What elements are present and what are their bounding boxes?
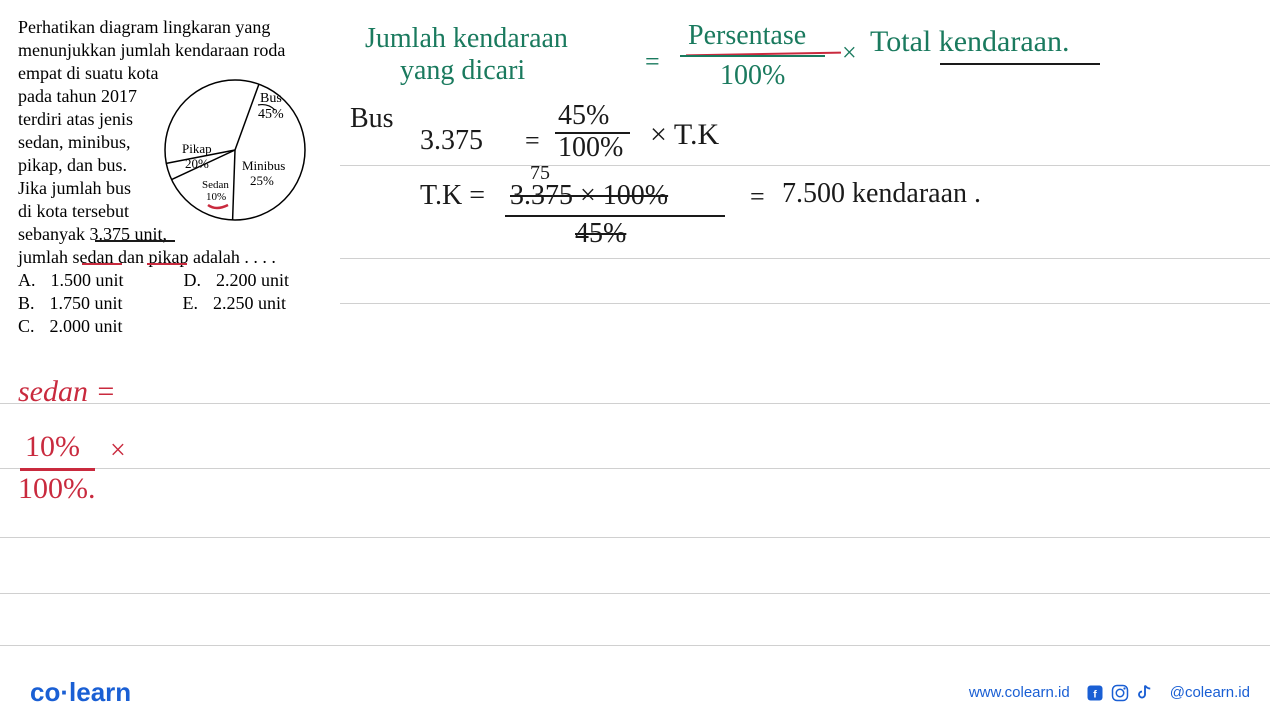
problem-line: terdiri atas jenis [18, 107, 133, 132]
hw-eq1-num: 45% [558, 100, 609, 132]
pie-pct-sedan: 10% [206, 191, 226, 203]
fraction-bar [20, 468, 95, 471]
red-underline [82, 263, 122, 265]
problem-line: pikap, dan bus. [18, 153, 127, 178]
instagram-icon[interactable] [1110, 683, 1130, 703]
hw-formula-left-bottom: yang dicari [400, 55, 525, 87]
ruled-line [340, 258, 1270, 259]
pie-chart: Bus 45% Minibus 25% Sedan 10% Pikap 20% [160, 75, 315, 230]
problem-line: pada tahun 2017 [18, 84, 137, 109]
hw-tk-label: T.K = [420, 180, 485, 212]
pie-label-bus: Bus [260, 91, 282, 106]
hw-formula-right-top: Persentase [688, 20, 806, 52]
pie-label-pikap: Pikap [182, 141, 212, 156]
red-underline [147, 263, 187, 265]
facebook-icon[interactable]: f [1085, 683, 1105, 703]
problem-line: Perhatikan diagram lingkaran yang [18, 15, 270, 40]
hw-eq1-left: 3.375 [420, 125, 483, 157]
footer: co·learn www.colearn.id f @colearn.id [0, 665, 1280, 720]
footer-url[interactable]: www.colearn.id [969, 684, 1070, 701]
hw-bus-label: Bus [350, 103, 394, 135]
page-container: Perhatikan diagram lingkaran yang menunj… [0, 0, 1280, 720]
problem-line: jumlah sedan dan pikap adalah . . . . [18, 245, 276, 270]
pie-pct-pikap: 20% [185, 156, 209, 171]
pie-label-minibus: Minibus [242, 158, 285, 173]
answer-options-row: C.2.000 unit [18, 314, 123, 339]
footer-handle[interactable]: @colearn.id [1170, 684, 1250, 701]
hw-formula-total: Total kendaraan. [870, 25, 1069, 59]
pie-pct-minibus: 25% [250, 173, 274, 188]
hw-tk-result: 7.500 kendaraan . [782, 178, 981, 210]
pie-pct-bus: 45% [258, 107, 284, 122]
hw-eq1-eq: = [525, 126, 540, 156]
hw-equals: = [645, 47, 660, 77]
tiktok-icon[interactable] [1135, 683, 1155, 703]
hw-eq1-denom: 100% [558, 132, 623, 164]
hw-formula-denom: 100% [720, 60, 785, 92]
hw-tk-num: 3.375 × 100% [510, 180, 668, 212]
underline [940, 63, 1100, 65]
problem-line: sebanyak 3.375 unit, [18, 222, 167, 247]
answer-options-row: A.1.500 unit D.2.200 unit [18, 268, 289, 293]
pie-label-sedan: Sedan [202, 179, 229, 191]
ruled-line [340, 303, 1270, 304]
social-icons: f [1085, 683, 1155, 703]
svg-text:f: f [1093, 688, 1097, 700]
hw-sedan-label: sedan = [18, 375, 116, 409]
brand-logo: co·learn [30, 677, 131, 708]
ruled-line [0, 403, 1270, 404]
hw-tk-eq: = [750, 182, 765, 212]
option-e: E.2.250 unit [183, 291, 287, 316]
problem-line: menunjukkan jumlah kendaraan roda [18, 38, 285, 63]
problem-line: sedan, minibus, [18, 130, 131, 155]
hw-sedan-num: 10% [25, 430, 80, 464]
option-c: C.2.000 unit [18, 314, 123, 339]
ruled-line [0, 468, 1270, 469]
hw-sedan-denom: 100%. [18, 472, 96, 506]
ruled-line [0, 645, 1270, 646]
ruled-line [0, 537, 1270, 538]
hw-eq1-times-tk: × T.K [650, 118, 719, 152]
ruled-line [340, 165, 1270, 166]
problem-line: empat di suatu kota [18, 61, 158, 86]
underline [95, 240, 175, 242]
ruled-line [0, 593, 1270, 594]
option-b: B.1.750 unit [18, 291, 123, 316]
problem-line: Jika jumlah bus [18, 176, 131, 201]
hw-formula-left-top: Jumlah kendaraan [365, 23, 568, 55]
answer-options-row: B.1.750 unit E.2.250 unit [18, 291, 286, 316]
footer-right: www.colearn.id f @colearn.id [969, 683, 1250, 703]
hw-tk-denom: 45% [575, 218, 626, 250]
fraction-bar [680, 55, 825, 57]
problem-line: di kota tersebut [18, 199, 129, 224]
option-a: A.1.500 unit [18, 268, 124, 293]
hw-sedan-times: × [110, 435, 126, 467]
option-d: D.2.200 unit [184, 268, 290, 293]
hw-times: × [842, 38, 857, 68]
fraction-bar [505, 215, 725, 217]
